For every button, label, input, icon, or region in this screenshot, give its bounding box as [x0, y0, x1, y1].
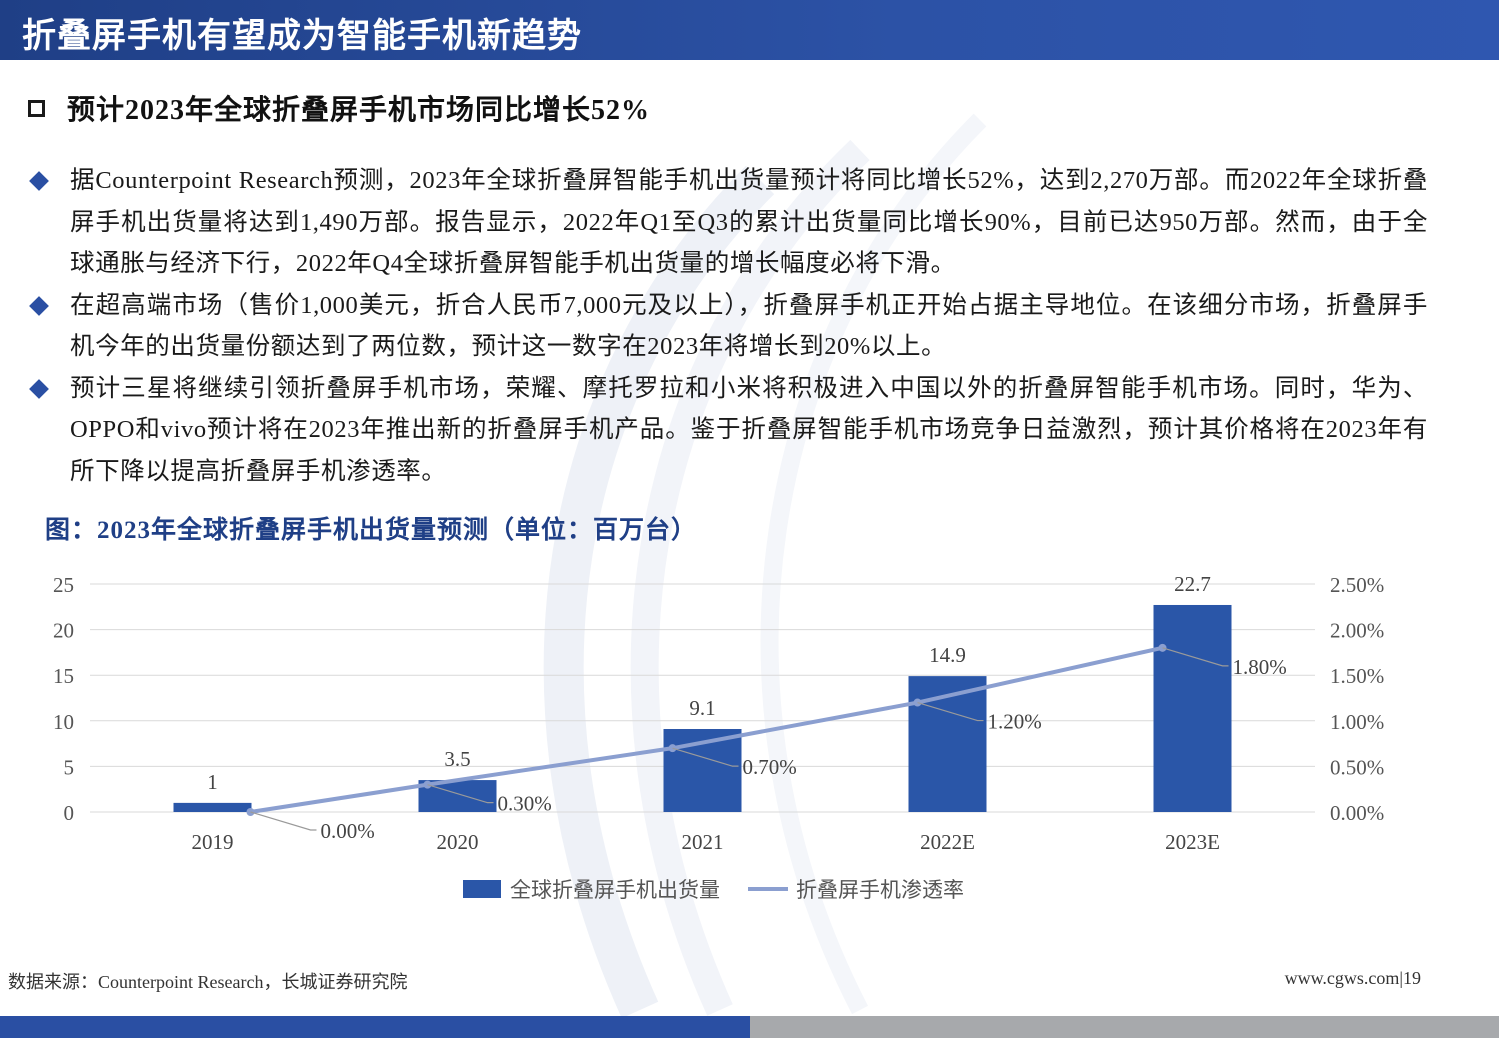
y-left-tick-label: 5 — [64, 755, 75, 779]
y-left-tick-label: 15 — [53, 664, 74, 688]
bar-data-label: 1 — [207, 770, 218, 794]
y-left-tick-label: 20 — [53, 619, 74, 643]
list-item: 据Counterpoint Research预测，2023年全球折叠屏智能手机出… — [28, 160, 1428, 285]
label-leader-line — [250, 811, 317, 831]
bottom-bar-blue — [0, 1016, 750, 1038]
diamond-bullet-icon — [29, 171, 49, 191]
legend-bar-swatch — [463, 880, 501, 898]
x-tick-label: 2019 — [192, 830, 234, 854]
data-source: 数据来源：Counterpoint Research，长城证券研究院 — [8, 972, 408, 992]
bar-data-label: 22.7 — [1174, 572, 1211, 596]
x-tick-label: 2021 — [682, 830, 724, 854]
x-tick-label: 2023E — [1165, 830, 1220, 854]
label-leader-line — [1162, 647, 1229, 667]
bottom-bar-gray — [750, 1016, 1499, 1038]
diamond-bullet-icon — [29, 378, 49, 399]
legend-bar-label: 全球折叠屏手机出货量 — [510, 878, 720, 902]
label-leader-line — [917, 701, 984, 722]
section-heading: 预计2023年全球折叠屏手机市场同比增长52% — [28, 88, 650, 128]
y-right-tick-label: 0.00% — [1330, 801, 1384, 825]
x-tick-label: 2020 — [437, 830, 479, 854]
y-right-tick-label: 1.00% — [1330, 710, 1384, 734]
x-tick-label: 2022E — [920, 830, 975, 854]
label-leader-line — [672, 747, 739, 767]
chart-container: 0 5 10 15 20 25 0.00% 0.50% 1.00% 1.50% 2.00% 2.50%… — [0, 560, 1499, 920]
chart-bar — [908, 676, 987, 812]
label-leader-line — [427, 784, 494, 804]
shipment-chart: 0 5 10 15 20 25 0.00% 0.50% 1.00% 1.50% 2.00% 2.50%… — [53, 572, 1384, 902]
list-item: 预计三星将继续引领折叠屏手机市场，荣耀、摩托罗拉和小米将积极进入中国以外的折叠屏… — [28, 368, 1428, 493]
square-bullet-icon — [28, 99, 45, 117]
section-heading-text: 预计2023年全球折叠屏手机市场同比增长52% — [67, 95, 651, 126]
y-right-tick-label: 0.50% — [1330, 755, 1384, 779]
page-title: 折叠屏手机有望成为智能手机新趋势 — [22, 16, 582, 56]
bullet-text: 在超高端市场（售价1,000美元，折合人民币7,000元及以上），折叠屏手机正开… — [70, 291, 1428, 361]
title-bar: 折叠屏手机有望成为智能手机新趋势 — [0, 0, 1499, 60]
list-item: 在超高端市场（售价1,000美元，折合人民币7,000元及以上），折叠屏手机正开… — [28, 285, 1428, 368]
y-left-tick-label: 10 — [53, 710, 74, 734]
bullet-list: 据Counterpoint Research预测，2023年全球折叠屏智能手机出… — [28, 160, 1428, 492]
y-left-tick-label: 0 — [64, 801, 75, 825]
legend-line-label: 折叠屏手机渗透率 — [796, 878, 964, 902]
bar-data-label: 9.1 — [689, 696, 715, 720]
bullet-text: 据Counterpoint Research预测，2023年全球折叠屏智能手机出… — [70, 167, 1428, 277]
chart-bar — [1153, 604, 1232, 812]
line-data-label: 0.00% — [321, 819, 375, 843]
line-data-label: 0.70% — [743, 755, 797, 779]
y-left-tick-label: 25 — [53, 573, 74, 597]
bar-data-label: 3.5 — [444, 747, 470, 771]
line-data-label: 0.30% — [498, 792, 552, 816]
line-data-label: 1.20% — [988, 710, 1042, 734]
y-right-tick-label: 2.50% — [1330, 573, 1384, 597]
chart-bar — [173, 802, 252, 812]
diamond-bullet-icon — [29, 295, 49, 316]
y-right-tick-label: 2.00% — [1330, 619, 1384, 643]
bullet-text: 预计三星将继续引领折叠屏手机市场，荣耀、摩托罗拉和小米将积极进入中国以外的折叠屏… — [70, 374, 1428, 485]
page-number: www.cgws.com|19 — [1284, 968, 1421, 988]
y-right-tick-label: 1.50% — [1330, 664, 1384, 688]
figure-title: 图：2023年全球折叠屏手机出货量预测（单位：百万台） — [45, 517, 698, 544]
bar-data-label: 14.9 — [929, 643, 966, 667]
line-data-label: 1.80% — [1233, 655, 1287, 679]
line-point — [1158, 643, 1167, 652]
